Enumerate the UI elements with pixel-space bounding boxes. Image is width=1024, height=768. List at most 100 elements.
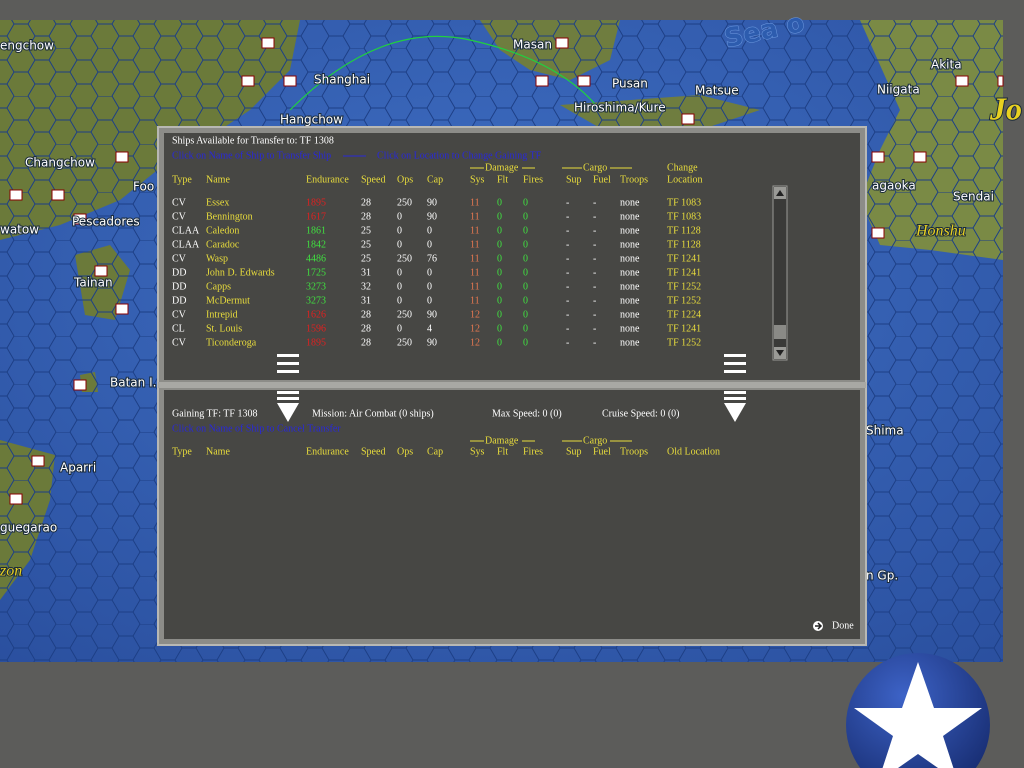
group-header: Change xyxy=(667,162,698,173)
map-label: Jo xyxy=(989,90,1022,126)
cell: 0 xyxy=(427,295,432,306)
map-label: Foo xyxy=(133,180,154,194)
column-header: Flt xyxy=(497,174,508,185)
cell: CLAA xyxy=(172,225,200,236)
location-link[interactable]: TF 1252 xyxy=(667,337,701,348)
cell: 0 xyxy=(523,239,528,250)
column-header: Sys xyxy=(470,446,485,457)
map-label: Masan xyxy=(513,38,552,52)
cell: 1842 xyxy=(306,239,326,250)
cell: none xyxy=(620,211,640,222)
column-header: Location xyxy=(667,174,703,185)
location-link[interactable]: TF 1224 xyxy=(667,309,701,320)
cell: none xyxy=(620,281,640,292)
cell: 28 xyxy=(361,211,371,222)
cell: 25 xyxy=(361,239,371,250)
location-link[interactable]: TF 1083 xyxy=(667,211,701,222)
ship-name[interactable]: Caradoc xyxy=(206,239,240,250)
column-header: Ops xyxy=(397,174,413,185)
cell: 0 xyxy=(397,281,402,292)
cell: 0 xyxy=(497,197,502,208)
cell: - xyxy=(566,281,569,292)
location-link[interactable]: TF 1241 xyxy=(667,323,701,334)
cell: 0 xyxy=(497,309,502,320)
cell: 0 xyxy=(497,323,502,334)
column-header: Troops xyxy=(620,446,648,457)
cell: 0 xyxy=(523,225,528,236)
ship-name[interactable]: John D. Edwards xyxy=(206,267,275,278)
cell: 31 xyxy=(361,267,371,278)
map-label: Hiroshima/Kure xyxy=(574,101,666,115)
hint: Click on Name of Ship to Transfer Ship xyxy=(172,150,331,161)
column-header: Speed xyxy=(361,446,385,457)
cell: 1725 xyxy=(306,267,326,278)
cell: CL xyxy=(172,323,185,334)
ship-name[interactable]: McDermut xyxy=(206,295,250,306)
column-header: Ops xyxy=(397,446,413,457)
done-label[interactable]: Done xyxy=(832,620,854,631)
cell: none xyxy=(620,253,640,264)
cell: 11 xyxy=(470,281,480,292)
cell: - xyxy=(566,225,569,236)
cell: 0 xyxy=(397,323,402,334)
cell: 0 xyxy=(497,281,502,292)
column-header: Sup xyxy=(566,446,582,457)
cell: 11 xyxy=(470,211,480,222)
ship-name[interactable]: Intrepid xyxy=(206,309,238,320)
cell: 250 xyxy=(397,253,412,264)
ship-name[interactable]: Wasp xyxy=(206,253,228,264)
cell: 1861 xyxy=(306,225,326,236)
scrollbar[interactable] xyxy=(772,185,788,361)
cell: none xyxy=(620,197,640,208)
ship-name[interactable]: Essex xyxy=(206,197,229,208)
location-link[interactable]: TF 1128 xyxy=(667,239,701,250)
cell: 28 xyxy=(361,337,371,348)
cell: 0 xyxy=(523,337,528,348)
column-header: Sup xyxy=(566,174,582,185)
map-label: Tainan xyxy=(73,276,113,290)
cell: 0 xyxy=(497,267,502,278)
map-label: Akita xyxy=(931,58,962,72)
location-link[interactable]: TF 1241 xyxy=(667,253,701,264)
map-label: n Gp. xyxy=(866,569,898,583)
cell: - xyxy=(593,253,596,264)
cell: - xyxy=(566,337,569,348)
mission: Mission: Air Combat (0 ships) xyxy=(312,408,434,419)
cell: - xyxy=(593,239,596,250)
column-header: Sys xyxy=(470,174,485,185)
map-label: watow xyxy=(0,223,39,237)
cell: 11 xyxy=(470,295,480,306)
cell: 0 xyxy=(497,239,502,250)
location-link[interactable]: TF 1241 xyxy=(667,267,701,278)
cell: 0 xyxy=(523,323,528,334)
ship-name[interactable]: St. Louis xyxy=(206,323,242,334)
map-label: Matsue xyxy=(695,84,739,98)
column-header: Fires xyxy=(523,174,543,185)
cell: 0 xyxy=(497,225,502,236)
done-button[interactable] xyxy=(813,621,823,631)
ship-name[interactable]: Ticonderoga xyxy=(206,337,257,348)
cell: - xyxy=(593,323,596,334)
ship-name[interactable]: Caledon xyxy=(206,225,239,236)
location-link[interactable]: TF 1083 xyxy=(667,197,701,208)
cell: - xyxy=(593,309,596,320)
location-link[interactable]: TF 1128 xyxy=(667,225,701,236)
panel-texts: Ships Available for Transfer to: TF 1308… xyxy=(172,135,854,631)
column-header: Troops xyxy=(620,174,648,185)
location-link[interactable]: TF 1252 xyxy=(667,281,701,292)
cell: 31 xyxy=(361,295,371,306)
hint: Click on Location to Change Gaining TF xyxy=(377,150,542,161)
map-label: Changchow xyxy=(25,156,95,170)
cell: 0 xyxy=(523,253,528,264)
ship-name[interactable]: Capps xyxy=(206,281,231,292)
cell: 0 xyxy=(397,211,402,222)
location-link[interactable]: TF 1252 xyxy=(667,295,701,306)
cell: 25 xyxy=(361,253,371,264)
ship-name[interactable]: Bennington xyxy=(206,211,253,222)
cell: 0 xyxy=(397,239,402,250)
cell: - xyxy=(566,239,569,250)
cell: - xyxy=(566,197,569,208)
cell: 90 xyxy=(427,309,437,320)
map-label: agaoka xyxy=(872,179,916,193)
gaining-tf: Gaining TF: TF 1308 xyxy=(172,408,257,419)
